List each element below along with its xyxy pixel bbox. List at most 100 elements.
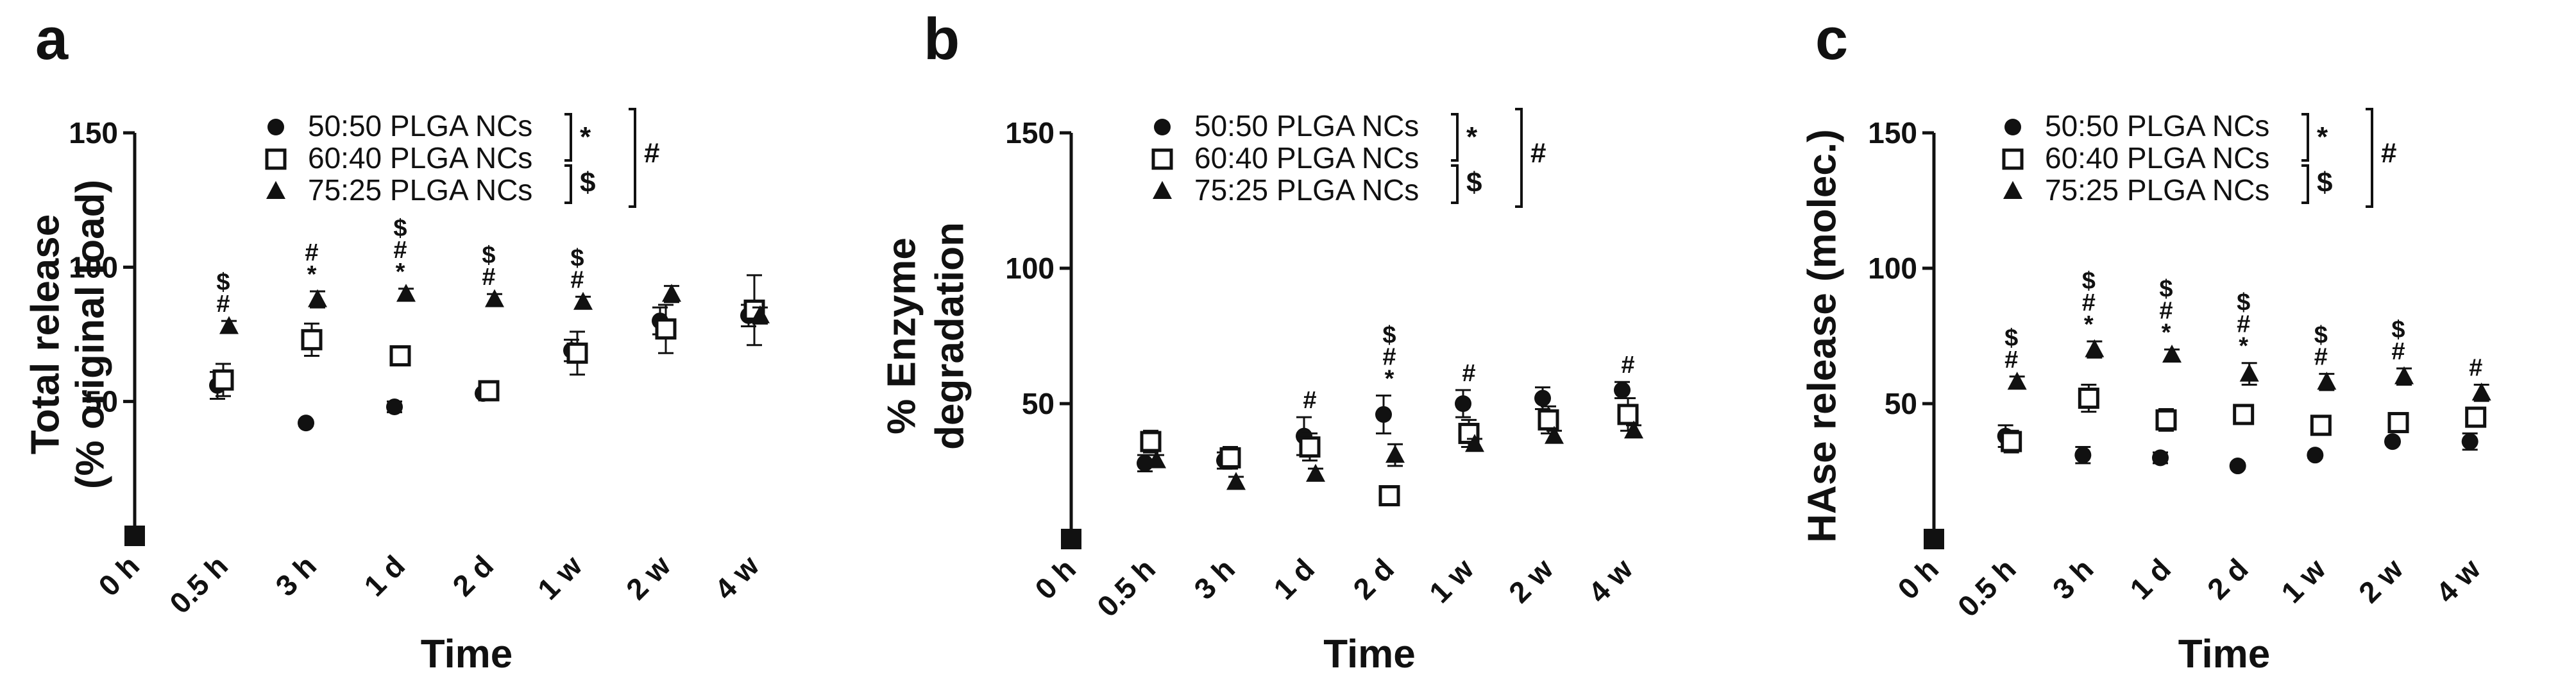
legend-label: 60:40 PLGA NCs: [1194, 141, 1419, 175]
data-point: [2310, 415, 2332, 436]
legend-marker: [267, 119, 284, 135]
data-point: [2162, 345, 2182, 363]
significance-mark: #: [2469, 354, 2482, 381]
y-tick-label: 150: [1005, 116, 1055, 150]
y-tick-label: 50: [85, 385, 118, 418]
significance-mark: #: [1303, 387, 1316, 414]
legend-label: 50:50 PLGA NCs: [1194, 109, 1419, 142]
y-tick-label: 100: [1868, 252, 1917, 285]
legend-label: 50:50 PLGA NCs: [2045, 109, 2269, 142]
x-tick-label: 2 d: [1346, 552, 1400, 606]
significance-mark: #: [1382, 343, 1396, 370]
series-2: [1061, 420, 1643, 549]
significance-mark: #: [2004, 347, 2018, 373]
bracket: [1451, 164, 1459, 204]
data-point: [308, 289, 327, 307]
significance-mark: $: [216, 269, 230, 296]
data-point: [573, 291, 593, 310]
legend-label: 60:40 PLGA NCs: [2045, 141, 2269, 175]
data-point: [2078, 388, 2099, 409]
bracket: [629, 108, 636, 208]
bracket-label: *: [2317, 121, 2328, 153]
data-point: [1378, 484, 1400, 506]
x-tick-label: 0 h: [92, 549, 146, 603]
data-point: [298, 415, 314, 432]
data-point: [2074, 447, 2092, 464]
data-point: [1147, 450, 1166, 468]
x-tick-label: 0.5 h: [1090, 552, 1162, 623]
data-point: [212, 369, 234, 391]
legend-label: 75:25 PLGA NCs: [1194, 173, 1419, 207]
data-point: [1455, 395, 1471, 412]
significance-mark: #: [2391, 338, 2405, 365]
data-point: [2233, 404, 2255, 425]
x-tick-label: 4 w: [708, 549, 765, 606]
data-point: [2465, 406, 2487, 428]
significance-mark: *: [2239, 333, 2248, 360]
significance-mark: #: [2082, 289, 2096, 316]
data-point: [2085, 339, 2105, 357]
x-tick-label: 2 d: [446, 549, 500, 603]
x-tick-label: 1 d: [2123, 552, 2177, 606]
legend-label: 75:25 PLGA NCs: [308, 173, 532, 207]
legend-marker: [2004, 119, 2021, 135]
x-tick-label: 4 w: [1582, 552, 1639, 609]
data-point: [2007, 372, 2027, 390]
bracket-label: *: [580, 121, 591, 153]
y-tick-label: 100: [69, 250, 118, 284]
data-point: [478, 380, 500, 402]
x-tick-label: 0 h: [1028, 552, 1082, 606]
significance-mark: $: [482, 242, 495, 269]
y-tick-label: 150: [1868, 116, 1917, 150]
legend-marker: [1151, 148, 1173, 170]
x-axis-title: Time: [1323, 632, 1416, 676]
data-point: [1465, 434, 1484, 452]
bracket: [1515, 108, 1523, 208]
data-point: [1385, 445, 1405, 463]
legend-marker: [1153, 181, 1172, 199]
data-point: [2387, 412, 2409, 434]
significance-mark: *: [1385, 365, 1394, 392]
significance-mark: #: [216, 291, 230, 318]
series-1: [1061, 397, 1639, 549]
x-tick-label: 1 w: [531, 549, 588, 606]
x-tick-label: 2 w: [1502, 552, 1559, 609]
series-1: [1924, 383, 2487, 549]
significance-mark: *: [396, 259, 405, 286]
y-axis-title: (% original load): [68, 180, 112, 489]
legend-label: 50:50 PLGA NCs: [308, 109, 532, 142]
bracket-label: $: [580, 167, 595, 198]
data-point-origin: [1061, 529, 1081, 549]
panel-c: c 50 100 150 HAse release (molec.) 0 h 0.5 h 3 …: [1800, 6, 2491, 676]
data-point: [1219, 447, 1241, 468]
series-0: [124, 304, 757, 546]
significance-mark: $: [2237, 289, 2250, 316]
data-point: [485, 289, 504, 307]
data-point: [1614, 381, 1631, 399]
data-point: [1226, 472, 1246, 490]
bracket: [564, 164, 572, 204]
significance-mark: *: [307, 261, 317, 288]
data-point: [1534, 390, 1551, 407]
significance-mark: $: [570, 244, 584, 271]
x-tick-label: 2 w: [2352, 552, 2409, 609]
data-point: [1545, 425, 1564, 444]
bracket-label: #: [2381, 137, 2396, 169]
x-tick-label: 3 h: [269, 549, 323, 603]
significance-mark: *: [2162, 320, 2171, 347]
significance-mark: $: [2391, 316, 2405, 343]
x-tick-label: 2 w: [620, 549, 677, 606]
x-tick-label: 0 h: [1891, 552, 1945, 606]
x-tick-label: 0.5 h: [1951, 552, 2022, 623]
panel-b: b 50 100 150 % Enzyme degradation 0 h 0.5 h 3 h 1…: [879, 6, 1643, 676]
significance-mark: $: [1382, 322, 1396, 348]
y-tick-label: 100: [1005, 252, 1055, 285]
y-axis-title: Total release: [23, 214, 67, 454]
y-axis-title: degradation: [928, 222, 972, 450]
bracket-label: *: [1466, 121, 1478, 153]
x-tick-label: 1 d: [1267, 552, 1321, 606]
data-point: [1140, 431, 1162, 452]
data-point: [2317, 372, 2337, 390]
data-point: [2461, 433, 2479, 450]
